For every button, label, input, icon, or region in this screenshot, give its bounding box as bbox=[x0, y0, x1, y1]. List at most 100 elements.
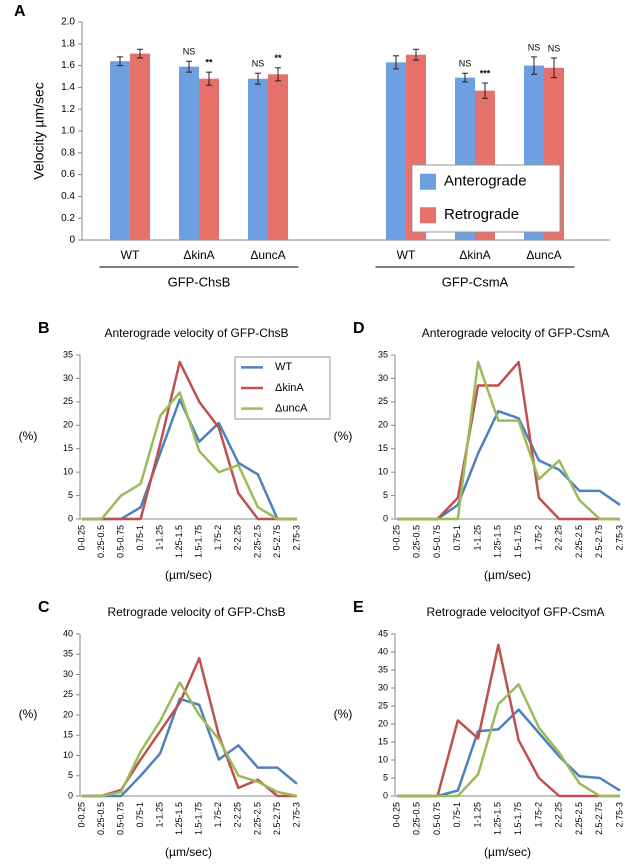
y-tick-label: 10 bbox=[378, 754, 388, 764]
x-tick-label: 2.25-2.5 bbox=[574, 525, 584, 558]
series-line bbox=[82, 360, 297, 521]
x-tick-label: 0.5-0.75 bbox=[115, 802, 125, 835]
significance-label: NS bbox=[252, 59, 265, 69]
x-tick-label: 2.75-3 bbox=[614, 802, 624, 828]
bar bbox=[110, 61, 130, 240]
y-tick-label: 20 bbox=[63, 420, 73, 430]
y-tick-label: 25 bbox=[378, 396, 388, 406]
legend-swatch bbox=[420, 173, 436, 190]
x-tick-label: 2.5-2.75 bbox=[594, 802, 604, 835]
significance-label: ** bbox=[274, 53, 282, 63]
bar bbox=[386, 62, 406, 240]
bar bbox=[179, 66, 199, 240]
legend-label: Retrograde bbox=[444, 206, 519, 223]
x-tick-label: 0-0.25 bbox=[76, 802, 86, 828]
x-tick-label: 1.75-2 bbox=[213, 802, 223, 828]
y-tick-label: 40 bbox=[63, 628, 73, 638]
error-bar bbox=[206, 71, 212, 86]
x-tick-label: 1.25-1.5 bbox=[493, 802, 503, 835]
series-line bbox=[397, 360, 620, 521]
y-tick-label: 35 bbox=[63, 349, 73, 359]
x-tick-label: 0-0.25 bbox=[391, 802, 401, 828]
y-axis-label: (%) bbox=[19, 707, 38, 721]
x-tick-label: 2.5-2.75 bbox=[594, 525, 604, 558]
series-line bbox=[82, 681, 298, 798]
error-bar bbox=[482, 82, 488, 99]
legend-swatch bbox=[420, 207, 436, 224]
series-line bbox=[82, 657, 297, 798]
x-tick-label: ΔuncA bbox=[250, 248, 285, 262]
y-tick-label: 0 bbox=[383, 513, 388, 523]
legend-label: ΔkinA bbox=[275, 382, 304, 394]
error-bar bbox=[186, 60, 192, 73]
y-tick-label: 1.2 bbox=[61, 104, 75, 115]
bar bbox=[199, 78, 219, 241]
legend-box bbox=[411, 164, 561, 233]
y-tick-label: 5 bbox=[383, 772, 388, 782]
y-tick-label: 15 bbox=[63, 730, 73, 740]
y-tick-label: 2.0 bbox=[61, 17, 75, 28]
y-tick-label: 30 bbox=[63, 373, 73, 383]
y-tick-label: 5 bbox=[68, 770, 73, 780]
y-tick-label: 0 bbox=[383, 790, 388, 800]
x-tick-label: 2-2.25 bbox=[233, 802, 243, 828]
x-tick-label: 2-2.25 bbox=[554, 525, 564, 551]
x-tick-label: 0.75-1 bbox=[135, 802, 145, 828]
x-tick-label: 0-0.25 bbox=[76, 525, 86, 551]
x-tick-label: WT bbox=[397, 248, 416, 262]
x-tick-label: 1.25-1.5 bbox=[174, 802, 184, 835]
x-tick-label: 0.25-0.5 bbox=[96, 802, 106, 835]
significance-label: NS bbox=[183, 47, 196, 57]
x-tick-label: 1-1.25 bbox=[472, 802, 482, 828]
legend-label: ΔuncA bbox=[275, 403, 308, 415]
x-tick-label: 1.75-2 bbox=[533, 525, 543, 551]
y-tick-label: 15 bbox=[378, 443, 388, 453]
chart-title: Anterograde velocity of GFP-ChsB bbox=[104, 326, 288, 340]
x-tick-label: 0.5-0.75 bbox=[115, 525, 125, 558]
y-axis-label: (%) bbox=[334, 707, 353, 721]
x-tick-label: 2.5-2.75 bbox=[272, 525, 282, 558]
y-tick-label: 45 bbox=[378, 628, 388, 638]
error-bar bbox=[137, 48, 143, 59]
legend-label: WT bbox=[275, 361, 292, 373]
panel-label: B bbox=[38, 320, 50, 337]
error-bar bbox=[551, 57, 557, 79]
x-tick-label: 0-0.25 bbox=[391, 525, 401, 551]
y-axis-label: (%) bbox=[19, 429, 38, 443]
x-tick-label: 1.5-1.75 bbox=[194, 802, 204, 835]
chart-title: Retrograde velocity of GFP-ChsB bbox=[107, 605, 285, 619]
y-tick-label: 0 bbox=[69, 235, 75, 246]
group-label: GFP-ChsB bbox=[168, 274, 231, 289]
x-tick-label: 2.25-2.5 bbox=[252, 802, 262, 835]
y-tick-label: 35 bbox=[63, 649, 73, 659]
y-tick-label: 15 bbox=[63, 443, 73, 453]
y-tick-label: 1.8 bbox=[61, 38, 75, 49]
y-tick-label: 0.6 bbox=[61, 169, 75, 180]
y-tick-label: 30 bbox=[378, 682, 388, 692]
x-tick-label: 2-2.25 bbox=[554, 802, 564, 828]
y-axis-label: Velocity µm/sec bbox=[31, 82, 47, 180]
y-tick-label: 1.4 bbox=[61, 82, 75, 93]
x-tick-label: 0.5-0.75 bbox=[432, 525, 442, 558]
series-line bbox=[82, 391, 297, 521]
x-tick-label: 2.25-2.5 bbox=[252, 525, 262, 558]
x-tick-label: 2.5-2.75 bbox=[272, 802, 282, 835]
x-tick-label: 0.75-1 bbox=[452, 525, 462, 551]
x-tick-label: 2-2.25 bbox=[233, 525, 243, 551]
legend-label: Anterograde bbox=[444, 173, 527, 190]
significance-label: ** bbox=[205, 58, 213, 68]
x-tick-label: 1-1.25 bbox=[155, 525, 165, 551]
x-tick-label: 0.25-0.5 bbox=[96, 525, 106, 558]
significance-label: NS bbox=[548, 43, 561, 53]
x-tick-label: 1.25-1.5 bbox=[493, 525, 503, 558]
x-tick-label: 2.25-2.5 bbox=[574, 802, 584, 835]
x-tick-label: ΔuncA bbox=[526, 248, 561, 262]
x-tick-label: WT bbox=[121, 248, 140, 262]
y-tick-label: 1.0 bbox=[61, 126, 75, 137]
y-tick-label: 0 bbox=[68, 513, 73, 523]
series-line bbox=[397, 409, 621, 521]
x-tick-label: 1.5-1.75 bbox=[513, 525, 523, 558]
series-line bbox=[82, 697, 298, 798]
y-tick-label: 40 bbox=[378, 646, 388, 656]
x-tick-label: 2.75-3 bbox=[614, 525, 624, 551]
